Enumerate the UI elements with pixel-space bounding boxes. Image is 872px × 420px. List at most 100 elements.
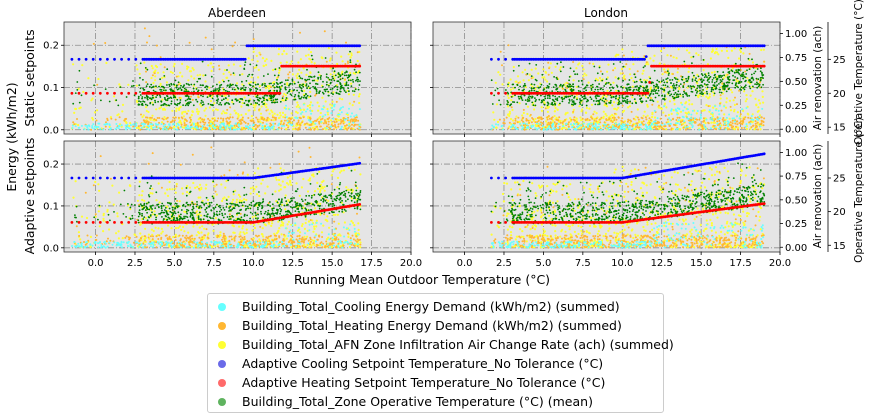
point-heating-demand (266, 117, 269, 119)
point-cooling-demand (157, 123, 160, 126)
point-heating-demand (188, 116, 191, 119)
point-cooling-demand (520, 125, 523, 128)
point-infiltration (534, 67, 537, 70)
point-heating-demand (572, 61, 575, 63)
point-cooling-demand (736, 115, 738, 118)
point-operative-temp (228, 95, 230, 97)
point-operative-temp (284, 99, 287, 102)
point-heating-demand (591, 117, 594, 120)
point-infiltration (742, 52, 745, 55)
point-operative-temp (146, 104, 149, 107)
point-infiltration (340, 55, 343, 58)
point-infiltration (326, 107, 329, 111)
point-cooling-demand (179, 126, 182, 129)
point-operative-temp (545, 90, 548, 93)
point-infiltration (183, 120, 186, 123)
point-infiltration (234, 112, 237, 115)
point-infiltration (296, 50, 299, 53)
point-operative-temp (685, 80, 688, 83)
point-heating-demand (742, 118, 745, 120)
point-operative-temp (556, 78, 559, 80)
point-infiltration (672, 109, 675, 112)
point-heating-demand (259, 53, 262, 56)
point-operative-temp (244, 61, 247, 64)
point-heating-demand (254, 127, 257, 130)
point-heating-demand (656, 127, 658, 130)
point-operative-temp (752, 85, 754, 88)
point-operative-temp (723, 74, 725, 77)
point-cooling-demand (703, 126, 706, 129)
point-infiltration (347, 93, 350, 96)
point-operative-temp (163, 89, 165, 92)
point-operative-temp (701, 80, 704, 83)
point-heating-demand (761, 120, 764, 123)
point-operative-temp (139, 87, 142, 90)
point-infiltration (758, 114, 762, 117)
point-infiltration (556, 108, 559, 111)
point-infiltration (273, 81, 276, 84)
point-infiltration (558, 68, 562, 71)
point-cooling-demand (86, 125, 89, 128)
point-cooling-demand (591, 127, 594, 130)
point-infiltration (158, 107, 161, 110)
point-infiltration (757, 106, 760, 109)
point-heating-demand (257, 120, 260, 123)
point-operative-temp (652, 81, 654, 84)
point-infiltration (760, 48, 763, 52)
point-operative-temp (144, 103, 147, 106)
point-operative-temp (592, 100, 595, 102)
point-operative-temp (264, 84, 266, 87)
point-cooling-demand (643, 128, 646, 131)
point-operative-temp (637, 89, 640, 92)
point-operative-temp (610, 99, 612, 102)
point-infiltration (321, 57, 324, 60)
point-heating-demand (648, 121, 651, 124)
point-operative-temp (733, 71, 736, 74)
point-infiltration (268, 112, 271, 115)
point-infiltration (705, 95, 708, 98)
point-infiltration (261, 57, 264, 60)
point-infiltration (179, 71, 182, 74)
point-operative-temp (656, 92, 659, 95)
point-operative-temp (649, 99, 652, 102)
point-infiltration (682, 122, 685, 125)
point-infiltration (733, 47, 736, 50)
point-operative-temp (313, 75, 315, 78)
point-operative-temp (546, 104, 549, 107)
point-cooling-demand (307, 119, 310, 121)
point-cooling-demand (502, 128, 504, 131)
point-infiltration (307, 48, 311, 51)
point-operative-temp (273, 83, 276, 85)
point-operative-temp (189, 101, 192, 104)
point-operative-temp (706, 76, 708, 79)
point-infiltration (550, 71, 553, 74)
point-heating-demand (621, 120, 624, 123)
point-operative-temp (138, 84, 141, 86)
point-operative-temp (332, 67, 335, 70)
point-heating-demand (547, 61, 550, 64)
point-operative-temp (211, 97, 214, 100)
point-cooling-demand (206, 124, 209, 127)
point-operative-temp (76, 89, 79, 91)
point-operative-temp (527, 100, 530, 102)
point-infiltration (272, 119, 275, 122)
point-heating-setpoint (113, 91, 116, 95)
point-heating-demand (553, 121, 556, 124)
point-operative-temp (187, 90, 190, 93)
point-infiltration (532, 119, 536, 122)
point-operative-temp (517, 95, 520, 98)
point-operative-temp (541, 101, 544, 103)
point-operative-temp (610, 96, 613, 99)
point-operative-temp (305, 79, 308, 82)
point-cooling-demand (234, 128, 237, 131)
point-infiltration (526, 105, 530, 108)
point-heating-demand (595, 120, 598, 123)
point-operative-temp (506, 103, 509, 106)
point-operative-temp (149, 102, 152, 105)
point-heating-demand (757, 128, 759, 131)
point-infiltration (343, 126, 346, 129)
point-cooling-setpoint (98, 57, 102, 61)
point-cooling-demand (686, 108, 689, 111)
point-operative-temp (226, 69, 228, 71)
point-infiltration (190, 75, 193, 78)
